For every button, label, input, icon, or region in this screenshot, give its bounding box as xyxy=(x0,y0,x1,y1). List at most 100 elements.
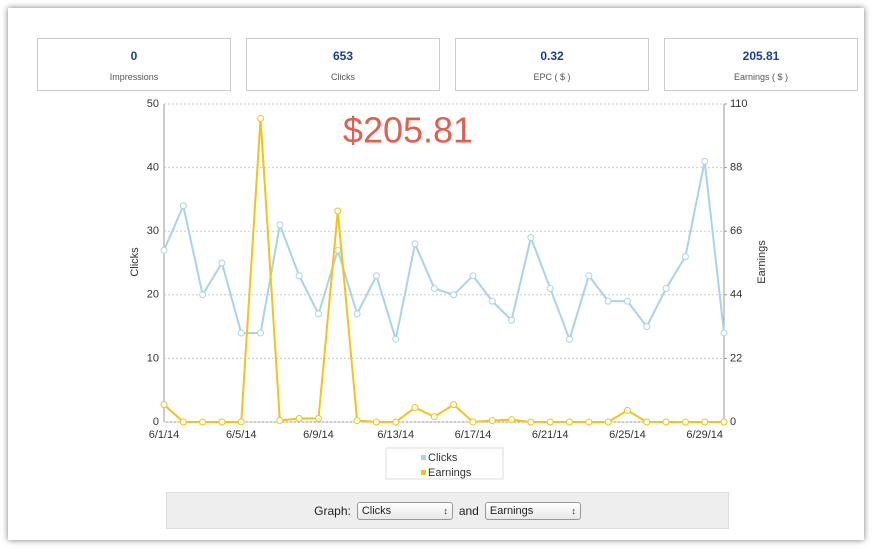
point xyxy=(720,329,728,337)
stat-card: 0 Impressions xyxy=(37,38,231,91)
metric-select[interactable]: Clicks xyxy=(356,501,453,520)
point xyxy=(662,418,670,426)
point xyxy=(179,202,187,210)
point xyxy=(218,259,226,267)
point xyxy=(353,417,361,425)
point xyxy=(643,418,651,426)
stat-label: Clicks xyxy=(331,72,355,82)
point xyxy=(179,418,187,426)
y-axis-label: Clicks xyxy=(129,247,141,277)
point xyxy=(160,401,168,409)
point xyxy=(585,418,593,426)
point xyxy=(469,272,477,280)
point xyxy=(488,297,496,305)
point xyxy=(353,310,361,318)
point xyxy=(450,401,458,409)
point xyxy=(527,418,535,426)
point xyxy=(623,406,631,414)
series-line xyxy=(163,118,724,424)
y2-tick-label: 110 xyxy=(730,98,748,110)
point xyxy=(643,323,651,331)
point xyxy=(199,291,207,299)
stat-card: 653 Clicks xyxy=(246,38,440,91)
x-tick-label: 6/9/14 xyxy=(303,429,334,441)
point xyxy=(681,253,689,261)
controls-joiner: and xyxy=(458,503,479,518)
y2-tick-label: 0 xyxy=(730,416,736,428)
y-tick-label: 30 xyxy=(147,225,159,237)
point xyxy=(623,297,631,305)
point xyxy=(527,234,535,242)
point xyxy=(237,329,245,337)
point xyxy=(314,310,322,318)
stat-value: 0.32 xyxy=(540,49,564,63)
x-tick-label: 6/25/14 xyxy=(609,429,646,441)
y-tick-label: 20 xyxy=(147,289,159,301)
x-tick-label: 6/17/14 xyxy=(455,429,492,441)
x-tick-label: 6/13/14 xyxy=(377,429,414,441)
y2-tick-label: 88 xyxy=(730,162,742,174)
point xyxy=(314,415,322,423)
x-tick-label: 6/29/14 xyxy=(686,429,723,441)
point xyxy=(199,418,207,426)
point xyxy=(392,418,400,426)
stat-card: 205.81 Earnings ( $ ) xyxy=(664,38,858,91)
point xyxy=(508,416,516,424)
x-tick-label: 6/5/14 xyxy=(226,429,257,441)
stat-label: Earnings ( $ ) xyxy=(733,72,789,82)
legend-label: Earnings xyxy=(428,467,472,479)
y2-axis-label: Earnings xyxy=(756,240,768,284)
point xyxy=(450,291,458,299)
point xyxy=(334,207,342,215)
x-tick-label: 6/1/14 xyxy=(149,429,180,441)
point xyxy=(546,418,554,426)
controls-label: Graph: xyxy=(314,503,351,518)
point xyxy=(430,413,438,421)
point xyxy=(257,114,265,122)
point xyxy=(662,284,670,292)
legend-swatch xyxy=(421,455,426,460)
point xyxy=(585,272,593,280)
y-tick-label: 0 xyxy=(153,416,159,428)
point xyxy=(701,157,709,165)
stat-card: 0.32 EPC ( $ ) xyxy=(455,38,649,91)
point xyxy=(276,221,284,229)
stat-value: 205.81 xyxy=(742,49,780,63)
stat-label: Impressions xyxy=(109,72,159,82)
stat-value: 0 xyxy=(130,49,138,63)
point xyxy=(681,418,689,426)
point xyxy=(566,335,574,343)
point xyxy=(430,284,438,292)
point xyxy=(604,418,612,426)
point xyxy=(372,418,380,426)
y2-tick-label: 44 xyxy=(730,289,742,301)
legend-box xyxy=(385,447,504,480)
stat-label: EPC ( $ ) xyxy=(533,72,571,82)
annotation: $205.81 xyxy=(343,110,473,151)
point xyxy=(411,404,419,412)
point xyxy=(276,417,284,425)
graph-controls: Graph: Clicks and Earnings xyxy=(166,492,729,529)
x-tick-label: 6/21/14 xyxy=(532,429,569,441)
y2-tick-label: 22 xyxy=(730,352,742,364)
point xyxy=(701,418,709,426)
point xyxy=(566,418,574,426)
point xyxy=(372,272,380,280)
point xyxy=(508,316,516,324)
y-tick-label: 40 xyxy=(147,162,159,174)
stat-value: 653 xyxy=(332,49,354,63)
point xyxy=(295,415,303,423)
point xyxy=(411,240,419,248)
legend-label: Clicks xyxy=(428,452,458,464)
point xyxy=(546,284,554,292)
point xyxy=(218,418,226,426)
point xyxy=(488,417,496,425)
point xyxy=(392,335,400,343)
legend-swatch xyxy=(421,470,426,475)
metric-select[interactable]: Earnings xyxy=(484,501,581,520)
y-tick-label: 10 xyxy=(147,352,159,364)
point xyxy=(604,297,612,305)
chart: $205.81 Clicks Earnings 0 10 20 30 40 50 0 22 44… xyxy=(129,98,768,480)
y-tick-label: 50 xyxy=(147,98,159,110)
point xyxy=(295,272,303,280)
